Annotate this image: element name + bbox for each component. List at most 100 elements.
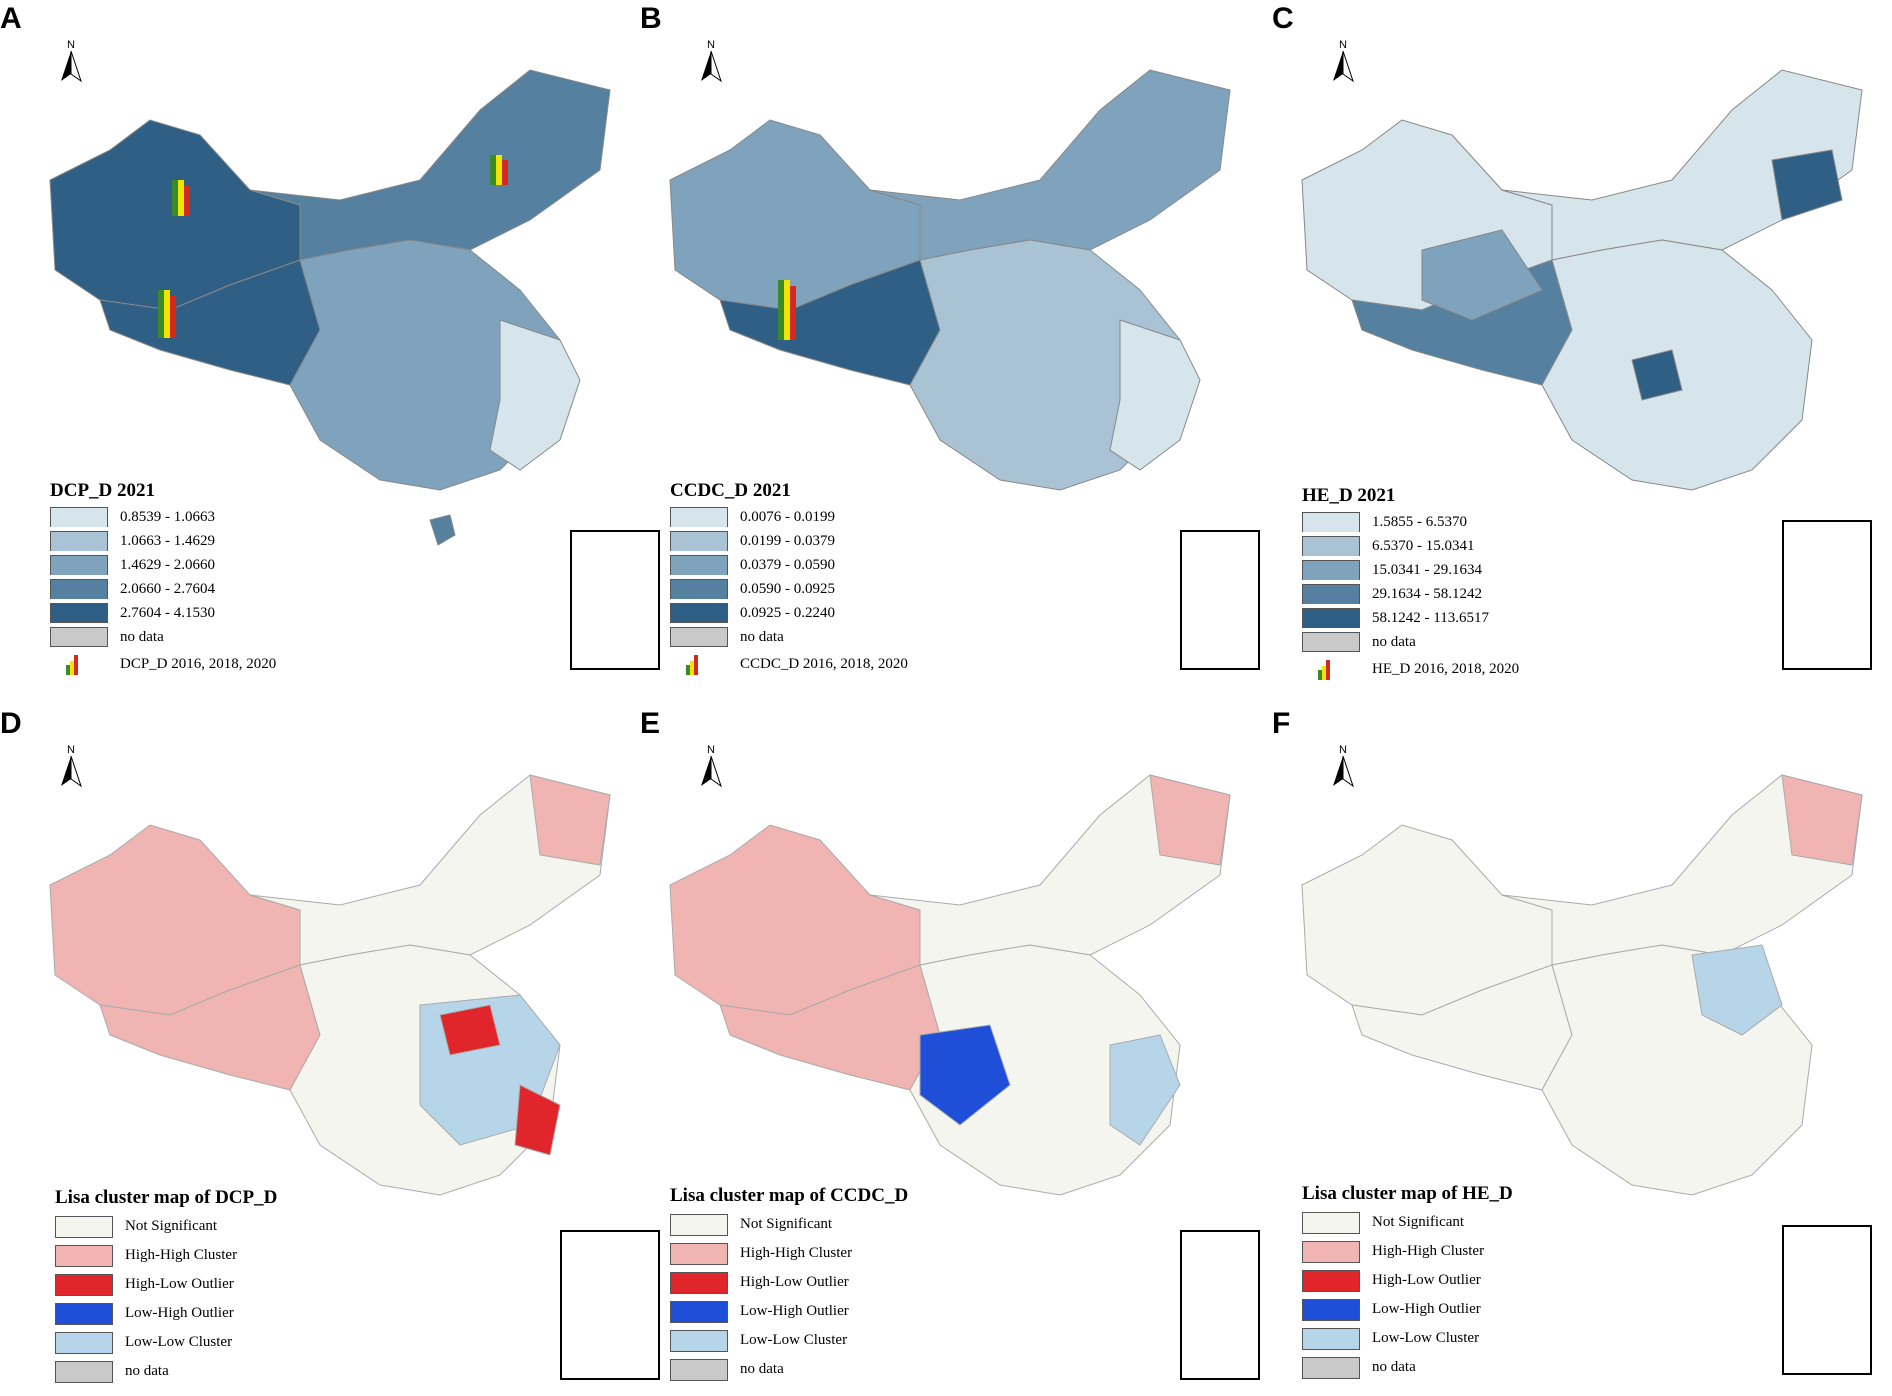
swatch [670,1213,728,1236]
legend-label: Low-High Outlier [125,1305,234,1321]
legend-label: no data [1372,633,1416,650]
legend-label: Low-High Outlier [1372,1301,1481,1317]
legend-label: Low-Low Cluster [125,1334,233,1350]
bar-2 [178,180,184,216]
swatch [670,507,728,527]
map-e [669,774,1231,1196]
bar-3 [184,186,190,216]
south-china-sea-inset [1180,1230,1260,1380]
swatch [670,1329,728,1352]
bar-9 [502,160,508,185]
map-d [49,774,611,1196]
legend-label: 29.1634 - 58.1242 [1372,585,1482,602]
swatch [670,1271,728,1294]
panel-label: F [1272,707,1291,740]
region-east [1109,319,1201,471]
bar-6 [170,296,176,338]
legend-label: 0.0379 - 0.0590 [740,556,835,573]
legend-label: 6.5370 - 15.0341 [1372,537,1475,554]
swatch [670,1300,728,1323]
bar-2 [784,280,790,340]
legend-title: HE_D 2021 [1302,485,1396,506]
bar-3 [790,286,796,340]
region-north [249,69,611,261]
north-label: N [707,39,715,51]
panel-b: B N CCDC_D 2021 0.0076 - 0.0199 0.0199 -… [640,0,1260,690]
legend-label: 0.0076 - 0.0199 [740,508,835,525]
legend-label: High-Low Outlier [1372,1272,1481,1288]
legend-label: no data [740,628,784,645]
swatch [670,555,728,575]
panel-label: A [0,2,22,35]
legend-label: High-High Cluster [125,1247,238,1263]
swatch [1302,584,1360,604]
mini-bars-b [778,280,796,340]
legend-label: CCDC_D 2016, 2018, 2020 [740,655,908,672]
south-china-sea-inset [560,1230,660,1380]
legend-label: Not Significant [740,1216,833,1232]
legend-label: 0.0925 - 0.2240 [740,604,835,621]
legend-e: Lisa cluster map of CCDC_D Not Significa… [670,1185,908,1384]
north-arrow-icon: N [701,744,722,788]
north-label: N [707,744,715,756]
swatch [1302,1269,1360,1292]
north-label: N [1339,39,1347,51]
legend-title: CCDC_D 2021 [670,480,791,501]
north-arrow-icon: N [61,744,82,788]
bar-chart-icon [1318,660,1330,680]
legend-title: Lisa cluster map of DCP_D [55,1187,278,1208]
legend-title: DCP_D 2021 [50,480,156,501]
panel-label: C [1272,2,1294,35]
legend-label: no data [125,1363,169,1379]
legend-d: Lisa cluster map of DCP_D Not Significan… [55,1187,277,1386]
north-label: N [67,39,75,51]
region-northeast-dark [1771,149,1843,221]
swatch [1302,1327,1360,1350]
legend-label: 2.0660 - 2.7604 [120,580,215,597]
north-arrow-icon: N [1333,744,1354,788]
swatch [1302,1211,1360,1234]
swatch [50,603,108,623]
region-chongqing [1631,349,1683,401]
swatch [1302,512,1360,532]
region-central [909,944,1181,1196]
panel-f: F N Lisa cluster map of HE_D Not Signifi… [1272,705,1892,1395]
swatch [50,531,108,551]
swatch [670,627,728,647]
region-central [1541,239,1813,491]
swatch [1302,1356,1360,1379]
south-china-sea-inset [1782,520,1872,670]
legend-label: High-Low Outlier [740,1274,849,1290]
legend-label: 58.1242 - 113.6517 [1372,609,1489,626]
swatch [1302,1240,1360,1263]
region-fujian [514,1084,561,1156]
swatch [55,1273,113,1296]
bar-8 [496,155,502,185]
swatch [50,555,108,575]
swatch [50,507,108,527]
south-china-sea-inset [1782,1225,1872,1375]
swatch [670,1242,728,1265]
legend-label: High-Low Outlier [125,1276,234,1292]
panel-label: E [640,707,661,740]
panel-label: D [0,707,22,740]
region-low-low [1691,944,1783,1036]
legend-a: DCP_D 2021 0.8539 - 1.0663 1.0663 - 1.46… [50,480,276,679]
region-east [489,319,581,471]
swatch [1302,560,1360,580]
region-henan [439,1004,501,1056]
panel-d: D N Lisa cluster map of DCP_D Not Signif… [0,705,660,1395]
legend-label: 1.4629 - 2.0660 [120,556,215,573]
legend-label: 2.7604 - 4.1530 [120,604,215,621]
region-hainan [429,514,456,546]
swatch [670,1358,728,1381]
swatch [1302,1298,1360,1321]
south-china-sea-inset [1180,530,1260,670]
swatch [55,1360,113,1383]
legend-label: no data [1372,1359,1416,1375]
swatch [55,1302,113,1325]
legend-label: Low-High Outlier [740,1303,849,1319]
bar-7 [490,155,496,185]
legend-label: 0.0590 - 0.0925 [740,580,835,597]
swatch [670,603,728,623]
